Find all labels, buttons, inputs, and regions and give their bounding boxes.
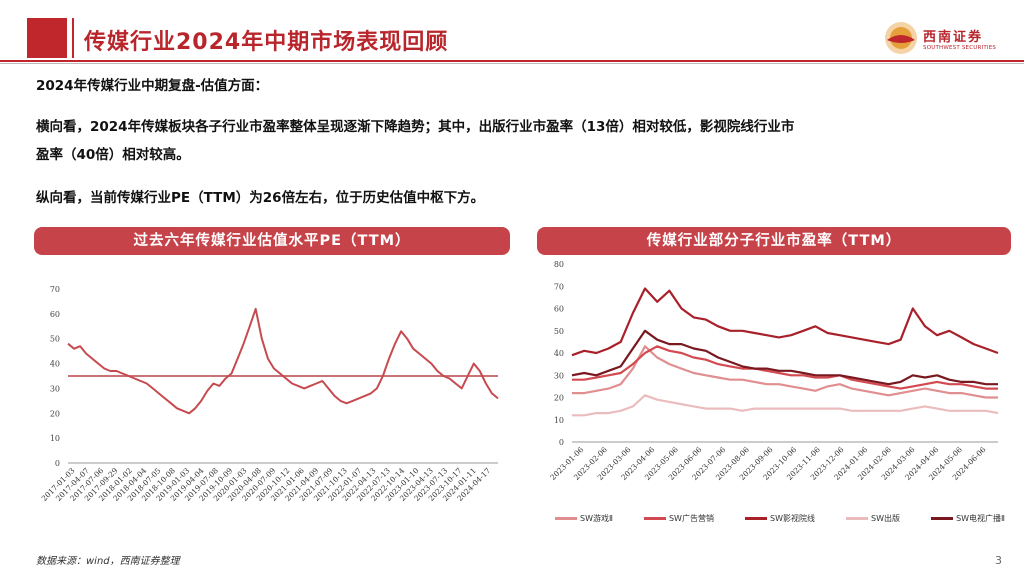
y-tick-label: 60 bbox=[554, 305, 564, 314]
legend-label: SW广告营销 bbox=[668, 513, 714, 523]
logo-name-en: SOUTHWEST SECURITIES bbox=[923, 44, 997, 51]
body-paragraph-horizontal-cont: 盈率（40倍）相对较高。 bbox=[36, 147, 190, 163]
legend-label: SW游戏Ⅱ bbox=[580, 513, 613, 523]
y-tick-label: 0 bbox=[55, 459, 60, 468]
page-title: 传媒行业2024年中期市场表现回顾 bbox=[84, 30, 449, 55]
y-tick-label: 40 bbox=[554, 349, 564, 358]
y-tick-label: 20 bbox=[50, 409, 60, 418]
legend-swatch bbox=[643, 516, 666, 520]
subsector-pe-chart: 010203040506070802023-01-062023-02-06202… bbox=[548, 260, 999, 482]
header-accent-block bbox=[27, 18, 67, 58]
y-tick-label: 80 bbox=[554, 260, 564, 269]
y-tick-label: 70 bbox=[50, 285, 60, 294]
legend-item: SW广告营销 bbox=[643, 511, 714, 525]
legend-swatch bbox=[846, 516, 869, 520]
y-tick-label: 10 bbox=[554, 416, 564, 425]
series-line-2 bbox=[571, 287, 999, 357]
legend-item: SW电视广播Ⅱ bbox=[931, 511, 1005, 525]
series-line-4 bbox=[571, 329, 998, 386]
logo-emblem-icon bbox=[885, 22, 917, 54]
series-line-0 bbox=[67, 307, 499, 415]
y-tick-label: 70 bbox=[554, 282, 564, 291]
y-tick-label: 40 bbox=[50, 360, 60, 369]
header-divider bbox=[72, 18, 74, 58]
legend-item: SW游戏Ⅱ bbox=[555, 511, 613, 525]
legend-swatch bbox=[931, 516, 954, 520]
y-tick-label: 50 bbox=[554, 327, 564, 336]
y-tick-label: 60 bbox=[50, 310, 60, 319]
y-tick-label: 0 bbox=[559, 438, 564, 447]
body-heading: 2024年传媒行业中期复盘-估值方面： bbox=[36, 78, 269, 94]
header-rule-red bbox=[0, 60, 1024, 62]
body-paragraph-horizontal: 横向看，2024年传媒板块各子行业市盈率整体呈现逐渐下降趋势；其中，出版行业市盈… bbox=[36, 119, 795, 135]
y-tick-label: 20 bbox=[554, 394, 564, 403]
series-line-0 bbox=[572, 345, 998, 399]
company-logo: 西南证券 SOUTHWEST SECURITIES bbox=[883, 18, 1003, 58]
legend-label: SW影视院线 bbox=[770, 513, 815, 523]
legend-swatch bbox=[745, 516, 767, 520]
legend-swatch bbox=[555, 516, 577, 520]
legend-label: SW出版 bbox=[871, 513, 901, 523]
data-source-note: 数据来源：wind，西南证券整理 bbox=[36, 556, 180, 567]
header-rule-grey bbox=[0, 63, 1024, 64]
logo-name-cn: 西南证券 bbox=[923, 29, 984, 45]
series-line-3 bbox=[572, 394, 999, 417]
y-tick-label: 30 bbox=[50, 384, 60, 393]
y-tick-label: 50 bbox=[50, 335, 60, 344]
chart2-legend: SW游戏Ⅱ SW广告营销 SW影视院线 SW出版 SW电视广播Ⅱ bbox=[555, 511, 1005, 525]
legend-item: SW出版 bbox=[846, 511, 900, 525]
series-line-1 bbox=[572, 345, 998, 390]
chart1-title-banner: 过去六年传媒行业估值水平PE（TTM） bbox=[34, 227, 510, 255]
pe-history-chart: 0102030405060702017-01-032017-04-072017-… bbox=[40, 285, 499, 503]
chart2-title-banner: 传媒行业部分子行业市盈率（TTM） bbox=[537, 227, 1011, 255]
y-tick-label: 30 bbox=[554, 371, 564, 380]
y-tick-label: 10 bbox=[50, 434, 60, 443]
page-number: 3 bbox=[995, 554, 1002, 567]
body-paragraph-vertical: 纵向看，当前传媒行业PE（TTM）为26倍左右，位于历史估值中枢下方。 bbox=[36, 190, 485, 206]
legend-label: SW电视广播Ⅱ bbox=[956, 513, 1005, 523]
legend-item: SW影视院线 bbox=[745, 511, 815, 525]
